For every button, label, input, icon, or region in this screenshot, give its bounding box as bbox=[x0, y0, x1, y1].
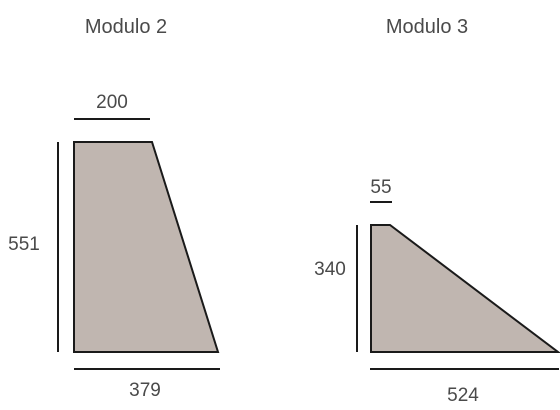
module-3-title: Modulo 3 bbox=[386, 16, 468, 38]
module-2-title: Modulo 2 bbox=[85, 16, 167, 38]
module-3-height-label: 340 bbox=[314, 259, 346, 280]
module-3: Modulo 3 55 340 524 bbox=[314, 16, 560, 406]
module-2: Modulo 2 200 551 379 bbox=[8, 16, 220, 401]
module-3-bottom-width-label: 524 bbox=[447, 385, 479, 406]
module-3-shape bbox=[370, 224, 560, 353]
module-2-bottom-width-label: 379 bbox=[129, 380, 161, 401]
module-3-top-width-label: 55 bbox=[370, 177, 391, 198]
module-2-height-label: 551 bbox=[8, 234, 40, 255]
module-2-top-width-label: 200 bbox=[96, 92, 128, 113]
module-2-shape bbox=[73, 141, 220, 353]
